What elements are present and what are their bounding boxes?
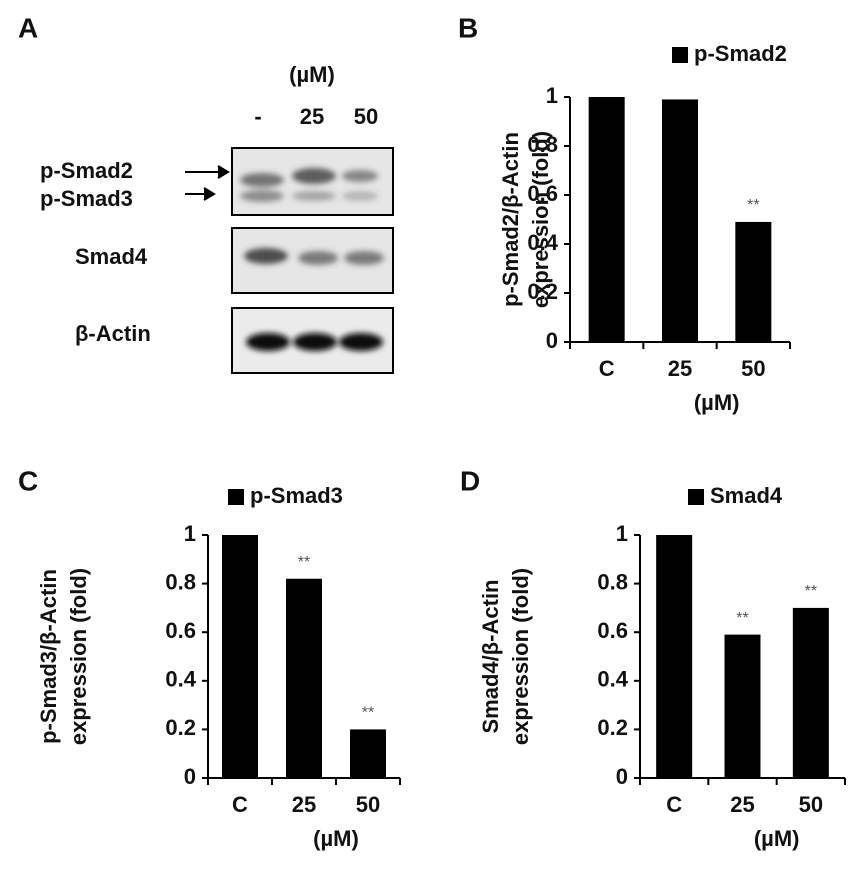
y-tick-label: 1 <box>546 83 558 108</box>
bar-chart: D Smad4/β-Actin expression (fold) 0 0.2 0.4 0.… <box>460 465 846 851</box>
x-tick-label: 25 <box>730 792 754 817</box>
arrows <box>185 165 230 201</box>
legend-label: p-Smad3 <box>250 483 343 508</box>
y-axis-label: expression (fold) <box>66 568 91 745</box>
x-tick-label: C <box>666 792 682 817</box>
y-tick-label: 1 <box>616 521 628 546</box>
bar <box>792 607 829 778</box>
y-tick-label: 0.6 <box>597 618 628 643</box>
legend-swatch <box>672 47 688 63</box>
row-label: p-Smad3 <box>40 186 133 211</box>
lane-label: - <box>254 104 261 129</box>
legend-label: Smad4 <box>710 483 783 508</box>
x-axis-label: (µM) <box>313 826 359 851</box>
y-tick-label: 0.6 <box>527 181 558 206</box>
legend-swatch <box>228 489 244 505</box>
y-axis-label: p-Smad2/β-Actin <box>498 132 523 307</box>
panel-letter: B <box>458 12 478 43</box>
blot-membrane <box>231 147 394 374</box>
y-tick-label: 0.4 <box>527 230 558 255</box>
legend-swatch <box>688 489 704 505</box>
bar <box>350 729 386 778</box>
y-tick-label: 0.8 <box>165 569 196 594</box>
y-tick-label: 0.4 <box>597 667 628 692</box>
y-axis-label: p-Smad3/β-Actin <box>36 569 61 744</box>
y-tick-label: 0.8 <box>597 569 628 594</box>
x-tick-label: 50 <box>799 792 823 817</box>
y-axis-label: expression (fold) <box>528 131 553 308</box>
x-axis-label: (µM) <box>694 390 740 415</box>
y-tick-label: 0.6 <box>165 618 196 643</box>
y-tick-label: 1 <box>184 521 196 546</box>
bar-chart: Bp-Smad2/β-Actin expression (fold) 0 0.2 0.4… <box>458 12 791 415</box>
y-tick-label: 0.8 <box>527 132 558 157</box>
y-tick-label: 0 <box>616 764 628 789</box>
y-tick-label: 0 <box>184 764 196 789</box>
bar <box>724 634 761 778</box>
panel-letter: A <box>18 12 38 43</box>
bar <box>588 97 625 342</box>
panel-letter: C <box>18 465 38 496</box>
y-axis-label: Smad4/β-Actin <box>478 579 503 733</box>
bar <box>662 99 698 342</box>
bar <box>222 535 258 778</box>
significance-mark: ** <box>362 705 374 722</box>
y-tick-label: 0.4 <box>165 667 196 692</box>
significance-mark: ** <box>298 554 310 571</box>
x-tick-label: 25 <box>668 356 692 381</box>
x-tick-label: C <box>232 792 248 817</box>
x-axis-label: (µM) <box>754 826 800 851</box>
y-tick-label: 0.2 <box>597 715 628 740</box>
significance-mark: ** <box>805 583 817 600</box>
bar <box>735 221 772 342</box>
significance-mark: ** <box>747 197 759 214</box>
row-label: Smad4 <box>75 244 148 269</box>
row-label: β-Actin <box>75 321 151 346</box>
panel-letter: D <box>460 465 480 496</box>
bar-chart: Cp-Smad3/β-Actin expression (fold) 0 0.2 0.4… <box>18 465 401 851</box>
y-tick-label: 0 <box>546 328 558 353</box>
significance-mark: ** <box>736 610 748 627</box>
y-axis-label: expression (fold) <box>508 568 533 745</box>
unit-label: (µM) <box>289 62 335 87</box>
x-tick-label: C <box>599 356 615 381</box>
x-tick-label: 50 <box>356 792 380 817</box>
x-tick-label: 50 <box>741 356 765 381</box>
bar <box>656 535 693 778</box>
x-tick-label: 25 <box>292 792 316 817</box>
blot-panel: A (µM) - 25 50 p-Smad2 p-Smad3 Smad4 β-A… <box>18 12 394 374</box>
y-tick-label: 0.2 <box>165 715 196 740</box>
lane-label: 25 <box>300 104 324 129</box>
lane-label: 50 <box>354 104 378 129</box>
y-tick-label: 0.2 <box>527 279 558 304</box>
row-label: p-Smad2 <box>40 158 133 183</box>
bar <box>286 578 322 778</box>
legend-label: p-Smad2 <box>694 41 787 66</box>
